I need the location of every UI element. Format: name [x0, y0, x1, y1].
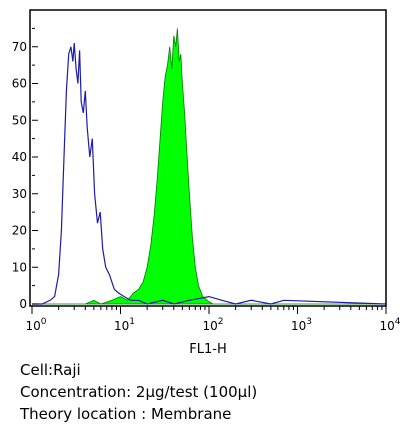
y-tick-label: 0	[19, 297, 27, 311]
x-tick-label: 100	[25, 317, 46, 333]
x-tick-label: 104	[379, 317, 400, 333]
y-tick-label: 40	[12, 150, 27, 164]
x-tick-label: 103	[291, 317, 312, 333]
y-tick-label: 10	[12, 260, 27, 274]
y-tick-label: 70	[12, 40, 27, 54]
cell-caption: Cell:Raji	[20, 361, 81, 379]
x-axis-label: FL1-H	[189, 342, 226, 357]
y-tick-label: 50	[12, 113, 27, 127]
x-tick-label: 101	[114, 317, 135, 333]
concentration-caption: Concentration: 2µg/test (100µl)	[20, 383, 258, 401]
filled-histogram-series	[32, 28, 386, 305]
flow-cytometry-histogram: 0 10 20 30 40 50 60 70 100 101 102 103 104 FL1-H	[12, 9, 400, 357]
theory-location-caption: Theory location : Membrane	[20, 405, 232, 423]
y-tick-label: 30	[12, 187, 27, 201]
plot-frame	[29, 9, 387, 307]
y-tick-label: 60	[12, 77, 27, 91]
y-tick-label: 20	[12, 224, 27, 238]
x-tick-label: 102	[202, 317, 223, 333]
outline-histogram-series	[32, 43, 387, 305]
